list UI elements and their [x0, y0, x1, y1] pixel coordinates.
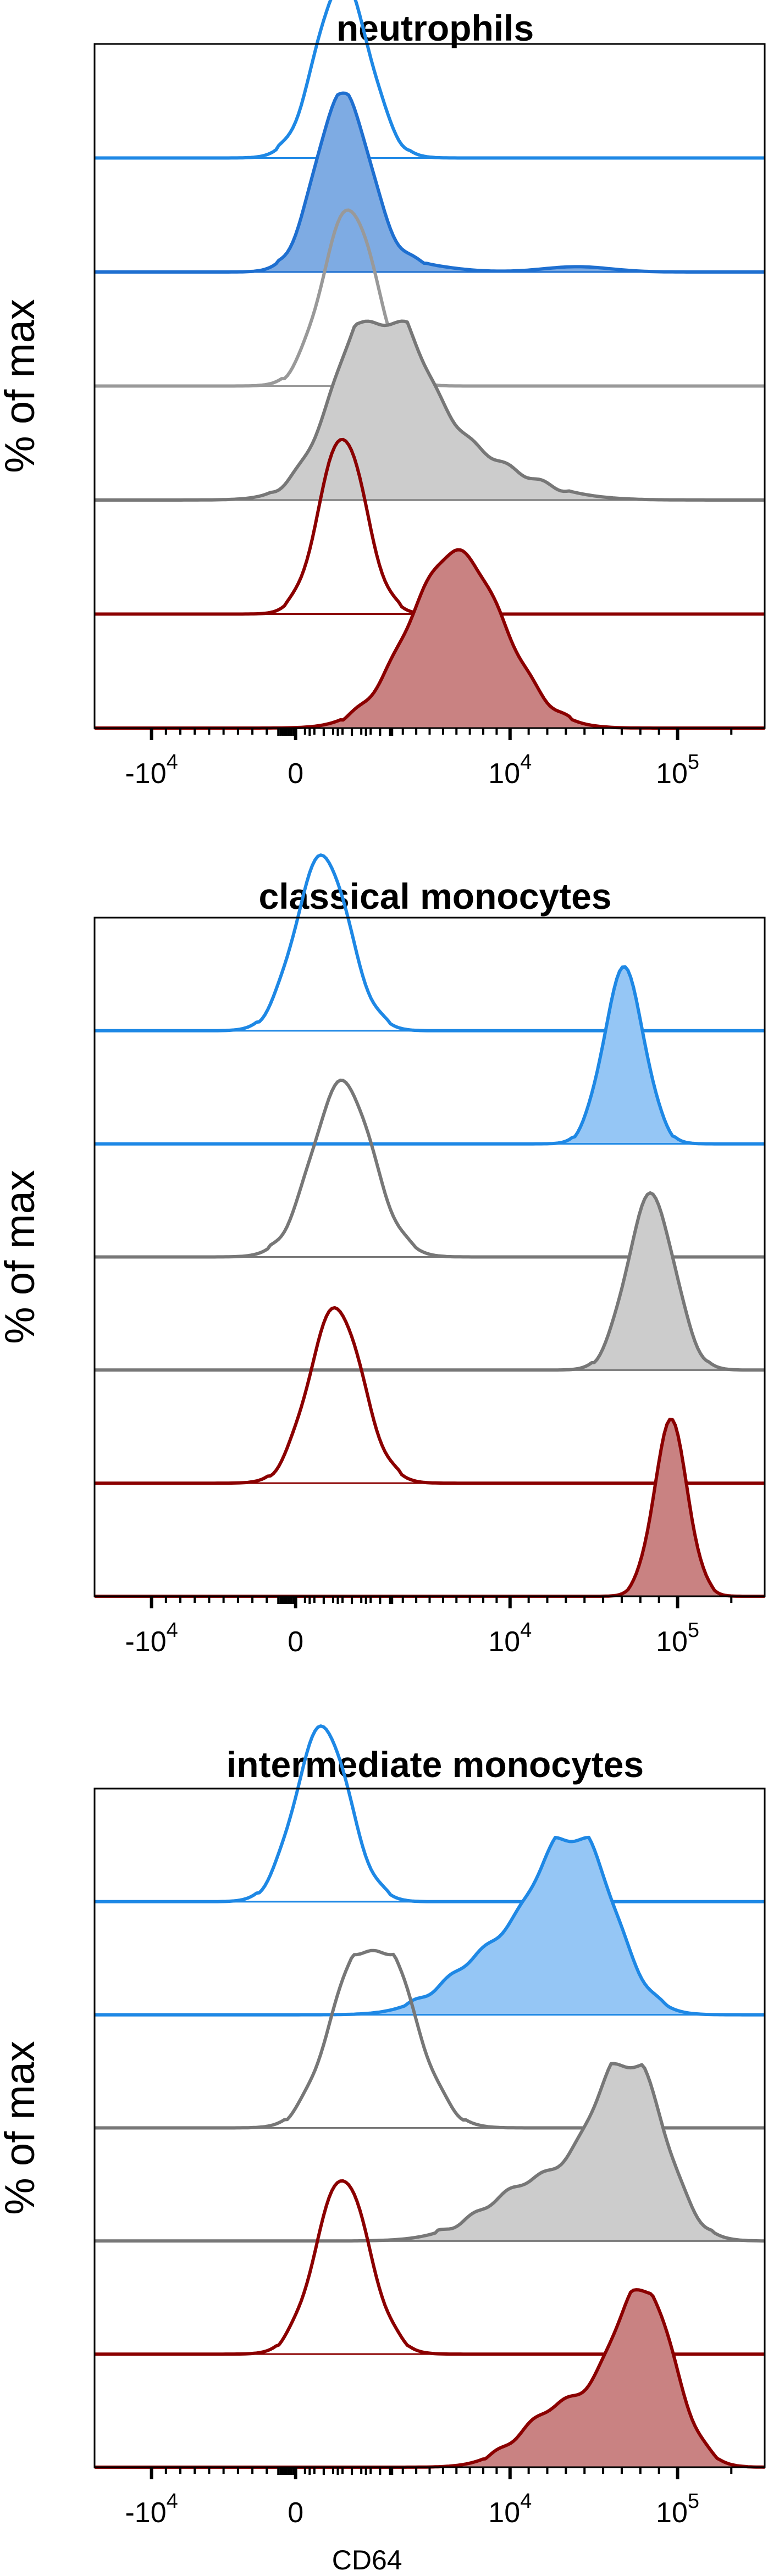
histogram-fill-4: [95, 2063, 765, 2241]
x-tick-label-2: 0: [288, 2497, 303, 2529]
panel-title: intermediate monocytes: [226, 1744, 644, 1785]
x-tick-label-3: 104: [488, 2490, 532, 2529]
histogram-fill-6: [95, 549, 765, 728]
histogram-fill-2: [95, 967, 765, 1144]
histogram-fill-4: [95, 1192, 765, 1370]
x-tick-label-2: 0: [288, 1626, 303, 1658]
histogram-fill-2: [95, 93, 765, 272]
x-tick-label-1: -104: [125, 1619, 178, 1658]
x-tick-label-4: 105: [656, 2490, 699, 2529]
x-tick-label-4: 105: [656, 1619, 699, 1658]
histogram-panel-2: classical monocytes % of max -104 0 104 105: [0, 853, 766, 1658]
x-tick-label-1: -104: [125, 2490, 178, 2529]
x-tick-label-3: 104: [488, 751, 532, 790]
x-tick-label-3: 104: [488, 1619, 532, 1658]
histogram-panel-1: neutrophils % of max -104 0 104 105: [0, 0, 766, 790]
x-tick-label-1: -104: [125, 751, 178, 790]
x-tick-label-2: 0: [288, 758, 303, 790]
histogram-fill-2: [95, 1837, 765, 2015]
histogram-series-3: [95, 208, 765, 388]
panel-title: neutrophils: [336, 8, 534, 48]
histogram-panel-3: intermediate monocytes % of max -104 0 104 10…: [0, 1724, 766, 2575]
y-axis-label: % of max: [0, 2041, 43, 2215]
x-axis-label: CD64: [332, 2545, 402, 2575]
histogram-series-2: [95, 91, 765, 274]
x-tick-label-4: 105: [656, 751, 699, 790]
panel-title: classical monocytes: [258, 876, 611, 917]
histogram-series-3: [95, 1948, 765, 2130]
histogram-fill-4: [95, 321, 765, 500]
histogram-fill-6: [95, 2290, 765, 2467]
y-axis-label: % of max: [0, 1170, 43, 1344]
histogram-series-2: [95, 965, 765, 1146]
histogram-fill-6: [95, 1419, 765, 1596]
y-axis-label: % of max: [0, 299, 43, 473]
histogram-series-2: [95, 1835, 765, 2017]
